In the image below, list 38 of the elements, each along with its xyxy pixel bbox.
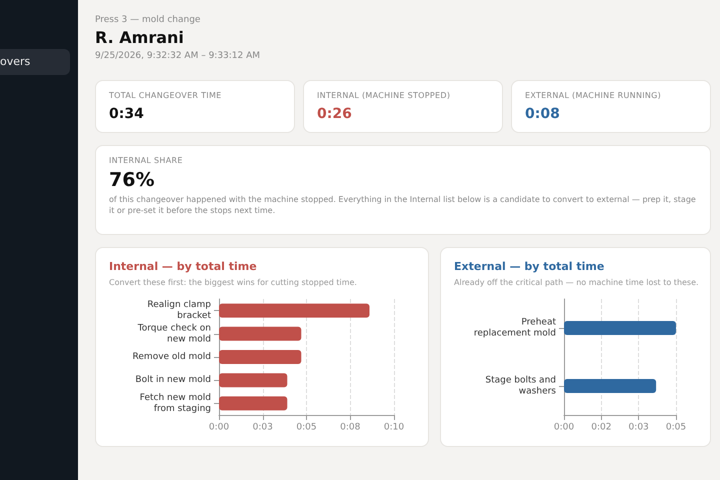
y-tick-label: Realign clamp bracket xyxy=(147,300,212,322)
chart-title: External — by total time xyxy=(454,260,606,273)
y-tick-label: Preheat replacement mold xyxy=(474,318,556,338)
text: 76% xyxy=(109,169,156,191)
bar xyxy=(219,373,288,388)
text: of this changeover happened with the machine stopped. Everything in the Internal list below is a candidate to convert to external — prep it, stage it or pre-set it before the stops next time. xyxy=(109,194,697,216)
text: 0:34 xyxy=(109,106,145,122)
x-tick-label: 0:05 xyxy=(666,422,686,432)
chart-subtitle: Convert these first: the biggest wins for cutting stopped time. xyxy=(109,278,358,287)
x-tick-label: 0:03 xyxy=(628,422,649,432)
x-tick-label: 0:02 xyxy=(591,422,612,432)
y-tick-label: Stage bolts and washers xyxy=(485,376,556,396)
y-tick-label: Bolt in new mold xyxy=(135,375,211,386)
x-tick-label: 0:05 xyxy=(296,422,317,432)
bar xyxy=(219,350,302,364)
y-tick-label: Remove old mold xyxy=(132,352,211,362)
text: 0:08 xyxy=(525,106,561,122)
x-tick-label: 0:00 xyxy=(554,422,574,432)
bar xyxy=(219,396,288,410)
text: INTERNAL (MACHINE STOPPED) xyxy=(317,91,452,100)
text: INTERNAL SHARE xyxy=(109,156,184,165)
y-tick-label: Torque check on new mold xyxy=(136,323,211,344)
text: R. Amrani xyxy=(95,28,184,47)
y-tick-label: Fetch new mold from staging xyxy=(140,392,211,414)
chart-title: Internal — by total time xyxy=(109,260,258,273)
x-tick-label: 0:03 xyxy=(252,422,273,432)
chart-subtitle: Already off the critical path — no machine time lost to these. xyxy=(454,278,700,287)
text: overs xyxy=(0,49,70,75)
text: 0:26 xyxy=(317,106,353,122)
text: Press 3 — mold change xyxy=(95,15,200,25)
bar xyxy=(219,304,370,318)
text: 9/25/2026, 9:32:32 AM – 9:33:12 AM xyxy=(95,51,260,61)
text: TOTAL CHANGEOVER TIME xyxy=(109,91,223,100)
x-tick-label: 0:10 xyxy=(384,422,404,432)
bar xyxy=(219,326,302,341)
x-tick-label: 0:00 xyxy=(208,422,230,432)
text: EXTERNAL (MACHINE RUNNING) xyxy=(525,91,662,100)
x-tick-label: 0:08 xyxy=(340,422,361,432)
